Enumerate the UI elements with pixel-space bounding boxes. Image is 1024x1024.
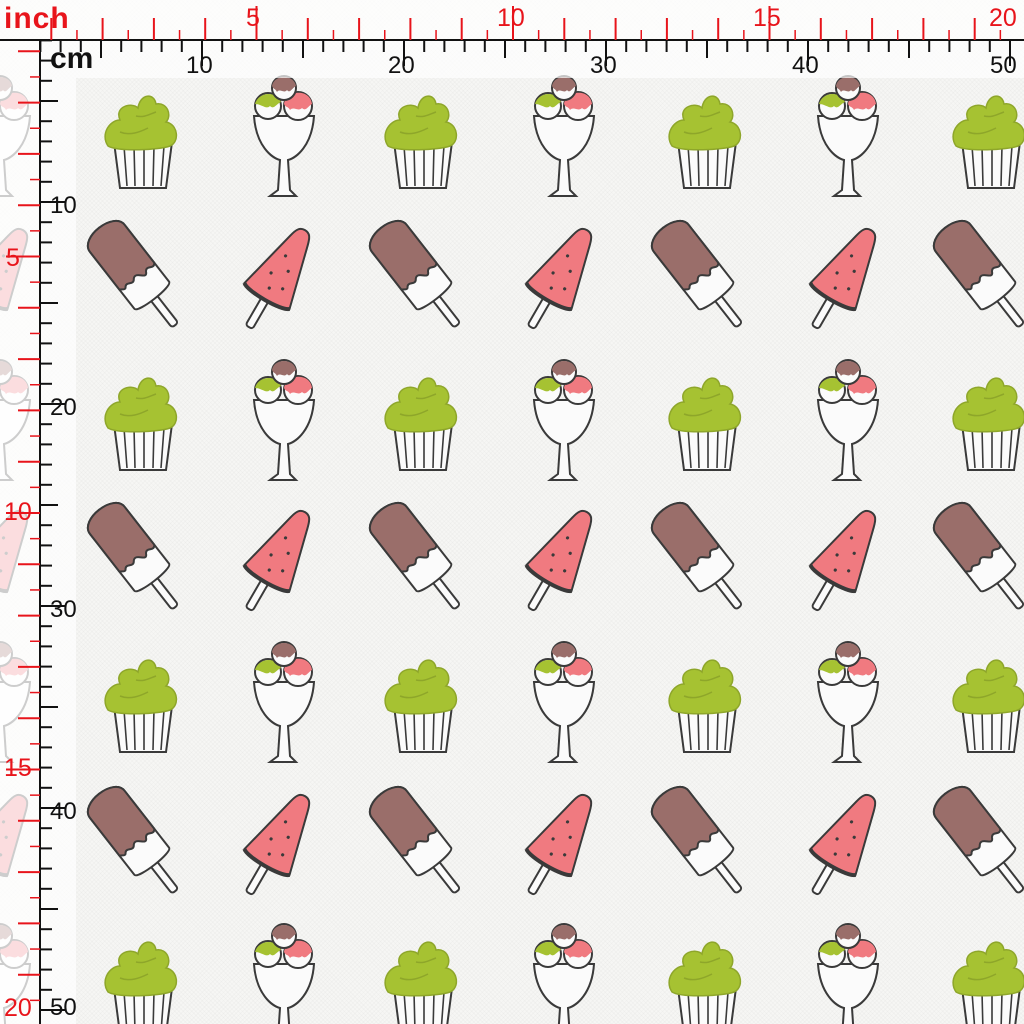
top-inch-label: 20 — [989, 4, 1017, 32]
top-inch-label: 15 — [753, 4, 781, 32]
left-cm-label: 40 — [50, 798, 77, 825]
left-inch-label: 10 — [4, 498, 32, 526]
left-inch-label: 5 — [6, 244, 20, 272]
top-inch-label: 5 — [246, 4, 260, 32]
top-inch-label: 10 — [497, 4, 525, 32]
top-cm-label: 20 — [388, 52, 415, 79]
top-cm-label: 10 — [186, 52, 213, 79]
inch-ruler-left-band — [0, 40, 40, 1024]
cm-ruler-top-band — [40, 40, 1024, 78]
left-cm-label: 50 — [50, 994, 77, 1021]
left-cm-label: 30 — [50, 596, 77, 623]
cm-ruler-left-band — [40, 78, 76, 1024]
left-cm-label: 20 — [50, 394, 77, 421]
left-cm-label: 10 — [50, 192, 77, 219]
left-inch-label: 20 — [4, 994, 32, 1022]
cm-unit-label: cm — [50, 42, 94, 75]
left-inch-label: 15 — [4, 754, 32, 782]
top-cm-label: 50 — [990, 52, 1017, 79]
top-cm-label: 40 — [792, 52, 819, 79]
top-cm-label: 30 — [590, 52, 617, 79]
inch-unit-label: inch — [4, 2, 70, 35]
